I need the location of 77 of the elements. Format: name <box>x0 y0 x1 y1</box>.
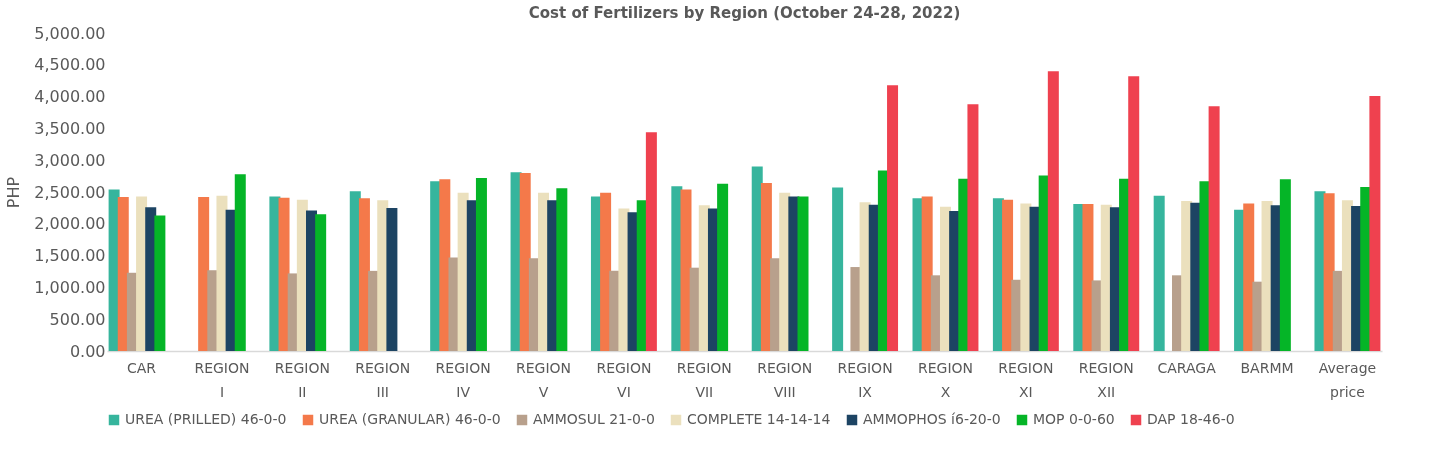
bar <box>1128 76 1140 351</box>
bar <box>1323 193 1335 351</box>
x-tick-label: REGION IV <box>435 359 491 400</box>
legend-label: UREA (PRILLED) 46-0-0 <box>125 411 287 427</box>
legend-label: AMMOPHOS í6-20-0 <box>863 411 1001 427</box>
bar <box>475 178 487 351</box>
legend-label: MOP 0-0-60 <box>1033 411 1115 427</box>
y-tick-label: 1,000.00 <box>34 277 106 297</box>
bar <box>358 198 370 351</box>
y-tick-label: 0.00 <box>69 341 106 361</box>
x-tick-label: REGION V <box>516 359 572 400</box>
bar <box>887 85 899 351</box>
bar <box>921 196 933 351</box>
x-tick-label: REGION II <box>274 359 330 400</box>
bar <box>198 197 210 351</box>
y-tick-label: 2,000.00 <box>34 214 106 234</box>
bar <box>439 179 451 351</box>
x-tick-label: REGION VII <box>676 359 732 400</box>
bar <box>717 183 729 351</box>
bar <box>788 196 800 351</box>
y-tick-label: 500.00 <box>49 309 106 329</box>
bar <box>1243 203 1255 351</box>
x-tick-label: REGION XI <box>998 359 1054 400</box>
x-tick-label: REGION VI <box>596 359 652 400</box>
bar <box>386 207 398 351</box>
legend-label: COMPLETE 14-14-14 <box>687 411 831 427</box>
bar <box>1082 204 1094 351</box>
y-tick-label: 4,000.00 <box>34 87 106 107</box>
bar <box>850 267 862 351</box>
x-tick-label: BARMM <box>1240 359 1294 376</box>
bar <box>315 214 327 351</box>
bar <box>1279 179 1291 351</box>
y-tick-label: 4,500.00 <box>34 55 106 75</box>
x-tick-label: REGION XII <box>1078 359 1134 400</box>
x-tick-label: REGION X <box>917 359 973 400</box>
y-tick-label: 3,500.00 <box>34 118 106 138</box>
bar <box>1153 195 1165 351</box>
x-tick-label: REGION I <box>194 359 250 400</box>
bar <box>618 208 630 351</box>
bar <box>1047 71 1059 351</box>
y-axis-title: PHP <box>4 176 24 209</box>
y-tick-label: 3,000.00 <box>34 150 106 170</box>
x-tick-label: REGION III <box>355 359 411 400</box>
bar <box>600 192 612 351</box>
bar <box>645 132 657 351</box>
bar <box>1208 106 1220 351</box>
chart-title: Cost of Fertilizers by Region (October 24-28, 2022) <box>528 4 961 22</box>
bar <box>967 104 979 351</box>
x-tick-label: CARAGA <box>1157 359 1217 376</box>
bar <box>1314 191 1326 351</box>
x-tick-label: REGION IX <box>837 359 893 400</box>
x-tick-label: Average price <box>1318 359 1377 400</box>
bar <box>1020 203 1032 351</box>
bar <box>448 257 460 351</box>
bar <box>1199 181 1211 351</box>
legend-label: DAP 18-46-0 <box>1147 411 1235 427</box>
bar <box>797 196 809 351</box>
bar <box>680 189 692 351</box>
bar <box>519 172 531 351</box>
bar <box>1369 95 1381 351</box>
y-tick-label: 2,500.00 <box>34 182 106 202</box>
y-tick-label: 5,000.00 <box>34 23 106 43</box>
legend-label: UREA (GRANULAR) 46-0-0 <box>319 411 501 427</box>
legend-label: AMMOSUL 21-0-0 <box>533 411 655 427</box>
bar <box>269 196 281 351</box>
x-tick-label: CAR <box>127 359 157 376</box>
bar <box>154 215 166 351</box>
bar <box>1002 199 1014 351</box>
bar <box>832 187 844 351</box>
bar <box>556 188 568 351</box>
y-tick-label: 1,500.00 <box>34 246 106 266</box>
bar <box>216 195 228 351</box>
bar <box>117 197 129 351</box>
bar <box>1252 281 1264 351</box>
bar <box>234 174 246 351</box>
x-tick-label: REGION VIII <box>757 359 813 400</box>
bar <box>278 197 290 351</box>
